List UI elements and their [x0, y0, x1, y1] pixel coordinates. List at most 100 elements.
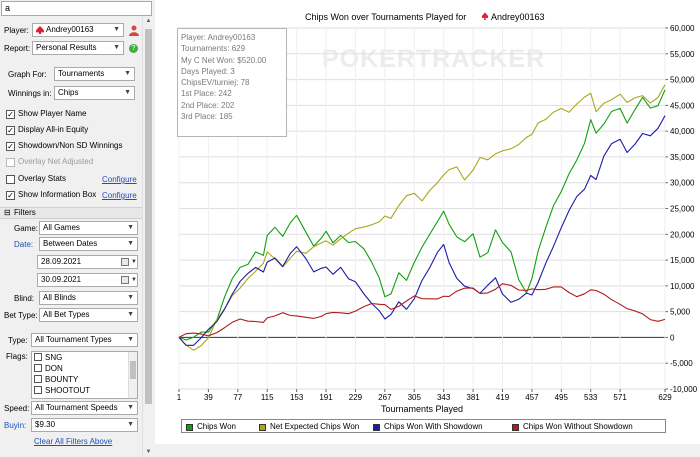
- y-tick-label: 40,000: [670, 127, 695, 136]
- filter-options: Player: Andrey00163 ▼ Report: Personal R…: [0, 17, 142, 457]
- filters-title: Filters: [14, 208, 36, 217]
- report-select[interactable]: Personal Results ▼: [32, 41, 124, 55]
- date-to-field[interactable]: 30.09.2021 ▼: [37, 273, 138, 287]
- scroll-down-icon[interactable]: ▼: [145, 449, 152, 455]
- y-tick-label: 60,000: [670, 24, 695, 33]
- filters-section-header[interactable]: ⊟ Filters: [0, 207, 142, 219]
- winnings-in-value: Chips: [58, 88, 79, 97]
- flag-item[interactable]: BOUNTY: [32, 374, 137, 385]
- x-tick-label: 77: [233, 393, 242, 402]
- player-label: Player:: [4, 26, 29, 35]
- flag-item[interactable]: DON: [32, 363, 137, 374]
- scroll-thumb[interactable]: [145, 29, 152, 404]
- speed-select[interactable]: All Tournament Speeds ▼: [31, 401, 138, 415]
- date-from-field[interactable]: 28.09.2021 ▼: [37, 255, 138, 269]
- showdown-winnings-checkbox[interactable]: ✓ Showdown/Non SD Winnings: [6, 140, 123, 152]
- calendar-icon[interactable]: [121, 276, 129, 284]
- checkbox-label: Show Information Box: [18, 190, 97, 199]
- search-input[interactable]: a: [1, 1, 152, 16]
- flag-item[interactable]: SNG: [32, 352, 137, 363]
- info-box-configure-link[interactable]: Configure: [102, 191, 137, 200]
- flag-label: SHOOTOUT: [45, 386, 91, 395]
- info-chips-ev: ChipsEV/turniej: 78: [181, 78, 250, 88]
- type-select[interactable]: All Tournament Types ▼: [31, 333, 138, 347]
- flag-label: SNG: [45, 353, 63, 362]
- y-tick-label: 0: [670, 333, 675, 342]
- chevron-down-icon: ▼: [127, 224, 134, 231]
- flag-item[interactable]: SHOOTOUT: [32, 385, 137, 396]
- info-tournaments: Tournaments: 629: [181, 44, 246, 54]
- y-tick-label: 50,000: [670, 76, 695, 85]
- player-avatar-icon[interactable]: [129, 25, 139, 36]
- y-tick-label: 25,000: [670, 205, 695, 214]
- winnings-in-label: Winnings in:: [8, 89, 52, 98]
- chevron-down-icon: ▼: [127, 240, 134, 247]
- buyin-select[interactable]: $9.30 ▼: [31, 418, 138, 432]
- player-select[interactable]: Andrey00163 ▼: [32, 23, 124, 37]
- buyin-label[interactable]: Buyin:: [4, 421, 27, 430]
- clear-filters-link[interactable]: Clear All Filters Above: [34, 437, 113, 446]
- blind-select[interactable]: All Blinds ▼: [39, 291, 138, 305]
- x-tick-label: 495: [555, 393, 569, 402]
- date-from-value: 28.09.2021: [41, 257, 82, 266]
- checkbox-unchecked-icon: [6, 158, 15, 167]
- checkbox-unchecked-icon: [34, 386, 42, 394]
- show-player-name-checkbox[interactable]: ✓ Show Player Name: [6, 108, 86, 120]
- overlay-stats-configure-link[interactable]: Configure: [102, 175, 137, 184]
- left-panel-scrollbar[interactable]: ▲ ▼: [142, 17, 153, 457]
- graph-for-label: Graph For:: [8, 70, 47, 79]
- blind-value: All Blinds: [43, 293, 76, 302]
- flag-label: BOUNTY: [45, 375, 79, 384]
- y-tick-label: 45,000: [670, 101, 695, 110]
- information-box: Player: Andrey00163 Tournaments: 629 My …: [177, 28, 287, 137]
- legend-item-chips-won[interactable]: Chips Won: [186, 421, 236, 433]
- flags-list[interactable]: SNG DON BOUNTY SHOOTOUT: [31, 351, 138, 399]
- chevron-down-icon: ▼: [124, 89, 131, 96]
- date-label[interactable]: Date:: [14, 240, 34, 249]
- player-value: Andrey00163: [46, 25, 94, 34]
- checkbox-checked-icon: ✓: [6, 142, 15, 151]
- help-icon[interactable]: ?: [129, 44, 138, 53]
- y-tick-label: 5,000: [670, 308, 691, 317]
- y-tick-label: 10,000: [670, 282, 695, 291]
- legend-item-without-showdown[interactable]: Chips Won Without Showdown: [512, 421, 633, 433]
- calendar-icon[interactable]: [121, 258, 129, 266]
- collapse-icon: ⊟: [4, 208, 11, 217]
- bet-type-value: All Bet Types: [43, 310, 90, 319]
- checkbox-unchecked-icon: [34, 364, 42, 372]
- y-tick-label: 20,000: [670, 230, 695, 239]
- x-tick-label: 571: [613, 393, 627, 402]
- scroll-thumb[interactable]: [130, 361, 136, 379]
- bet-type-label: Bet Type:: [4, 311, 38, 320]
- bet-type-select[interactable]: All Bet Types ▼: [39, 308, 138, 322]
- legend-swatch: [259, 424, 266, 431]
- show-info-box-checkbox[interactable]: ✓ Show Information Box: [6, 189, 96, 201]
- graph-for-select[interactable]: Tournaments ▼: [54, 67, 135, 81]
- spade-icon: [36, 26, 44, 34]
- x-tick-label: 229: [349, 393, 363, 402]
- game-select[interactable]: All Games ▼: [39, 221, 138, 235]
- legend-item-net-expected[interactable]: Net Expected Chips Won: [259, 421, 359, 433]
- series-with-showdown: [178, 115, 666, 346]
- chevron-down-icon: ▼: [113, 26, 120, 33]
- x-tick-label: 153: [290, 393, 304, 402]
- winnings-in-select[interactable]: Chips ▼: [54, 86, 135, 100]
- checkbox-checked-icon: ✓: [6, 126, 15, 135]
- scroll-up-icon[interactable]: ▲: [145, 18, 152, 24]
- x-tick-label: 457: [525, 393, 539, 402]
- overlay-stats-checkbox[interactable]: Overlay Stats: [6, 173, 66, 185]
- flags-scrollbar[interactable]: [128, 352, 137, 398]
- chart-title-player: Andrey00163: [491, 12, 545, 22]
- speed-label: Speed:: [4, 404, 30, 413]
- date-select[interactable]: Between Dates ▼: [39, 237, 138, 251]
- display-allin-equity-checkbox[interactable]: ✓ Display All-in Equity: [6, 124, 88, 136]
- x-tick-label: 267: [378, 393, 392, 402]
- y-tick-label: -5,000: [670, 359, 693, 368]
- legend-swatch: [373, 424, 380, 431]
- checkbox-label: Overlay Net Adjusted: [18, 157, 94, 166]
- y-tick-label: 55,000: [670, 50, 695, 59]
- chevron-down-icon: ▼: [127, 294, 134, 301]
- legend-item-with-showdown[interactable]: Chips Won With Showdown: [373, 421, 483, 433]
- graph-for-value: Tournaments: [58, 69, 105, 78]
- y-tick-label: 35,000: [670, 153, 695, 162]
